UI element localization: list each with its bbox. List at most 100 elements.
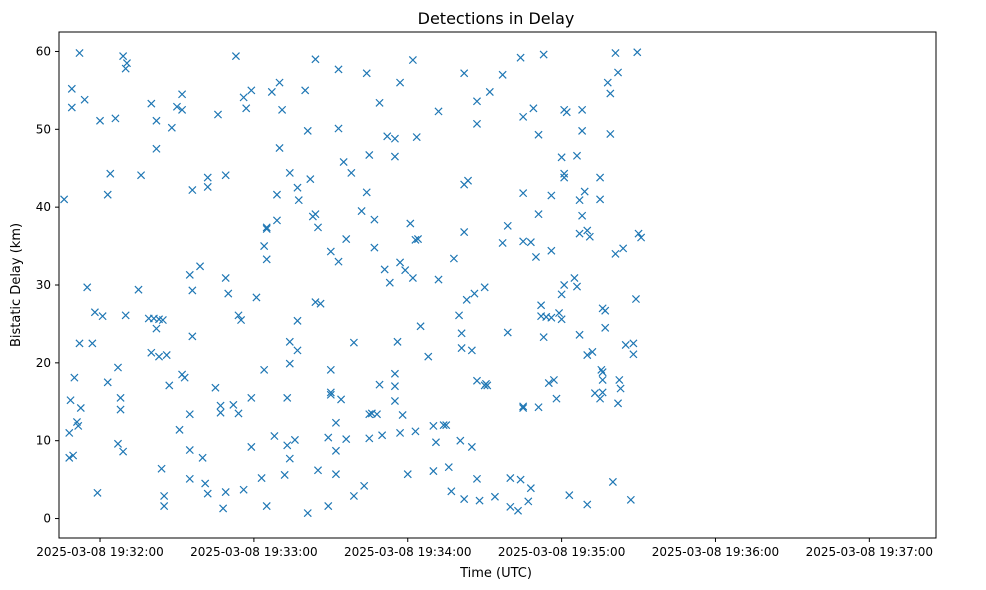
data-point xyxy=(357,207,366,216)
data-point xyxy=(293,346,302,355)
data-point xyxy=(439,421,448,430)
data-point xyxy=(580,187,589,196)
data-point xyxy=(539,50,548,59)
data-points xyxy=(60,48,646,518)
data-point xyxy=(519,189,528,198)
data-point xyxy=(629,350,638,359)
data-point xyxy=(160,491,169,500)
data-point xyxy=(557,315,566,324)
data-point xyxy=(408,273,417,283)
data-point xyxy=(216,408,225,417)
data-point xyxy=(278,105,287,114)
data-point xyxy=(252,293,261,302)
data-point xyxy=(575,330,584,339)
data-point xyxy=(634,229,643,238)
data-point xyxy=(121,311,130,320)
data-point xyxy=(385,278,394,287)
data-point xyxy=(326,388,335,397)
data-point xyxy=(275,143,284,153)
data-point xyxy=(196,262,205,271)
data-point xyxy=(134,285,143,294)
data-point xyxy=(257,474,266,483)
y-tick-label: 20 xyxy=(36,356,51,370)
data-point xyxy=(122,59,131,68)
data-point xyxy=(152,116,161,125)
data-point xyxy=(349,491,358,500)
data-point xyxy=(216,401,225,410)
data-point xyxy=(237,316,246,325)
data-point xyxy=(534,130,543,139)
data-point xyxy=(365,410,374,419)
data-point xyxy=(342,435,351,444)
data-point xyxy=(390,369,399,378)
y-tick-label: 10 xyxy=(36,434,51,448)
data-point xyxy=(260,365,269,374)
data-point xyxy=(631,294,640,304)
data-point xyxy=(597,365,606,374)
data-point xyxy=(331,470,340,479)
data-point xyxy=(213,110,223,119)
data-point xyxy=(598,375,607,384)
data-point xyxy=(467,346,476,355)
data-point xyxy=(160,502,169,511)
data-point xyxy=(560,280,569,290)
data-point xyxy=(326,247,335,256)
data-point xyxy=(116,393,125,402)
data-point xyxy=(516,475,525,484)
data-point xyxy=(290,435,299,444)
data-point xyxy=(456,436,465,445)
data-point xyxy=(531,252,540,261)
data-point xyxy=(424,352,433,361)
data-point xyxy=(147,348,156,357)
data-point xyxy=(547,313,556,322)
data-point xyxy=(383,132,392,141)
data-point xyxy=(113,439,123,448)
data-point xyxy=(69,451,78,460)
data-point xyxy=(516,53,525,62)
data-point xyxy=(557,290,566,299)
data-point xyxy=(234,409,243,418)
y-tick-label: 0 xyxy=(43,512,51,526)
data-point xyxy=(175,425,184,434)
data-point xyxy=(519,403,528,413)
data-point xyxy=(362,69,371,78)
data-point xyxy=(396,258,405,267)
data-point xyxy=(185,474,194,483)
data-point xyxy=(457,329,466,338)
y-axis-label: Bistatic Delay (km) xyxy=(9,223,24,347)
data-point xyxy=(633,48,642,57)
data-point xyxy=(378,431,387,440)
data-point xyxy=(313,466,323,475)
data-point xyxy=(413,235,423,244)
data-point xyxy=(396,78,405,87)
data-point xyxy=(188,286,197,295)
data-point xyxy=(365,150,374,160)
data-point xyxy=(412,133,421,142)
chart-title: Detections in Delay xyxy=(418,9,575,28)
x-axis-label: Time (UTC) xyxy=(459,566,532,581)
data-point xyxy=(519,402,528,411)
data-point xyxy=(326,390,335,399)
x-axis: 2025-03-08 19:32:00 2025-03-08 19:33:00 20… xyxy=(36,538,933,559)
data-point xyxy=(460,495,469,504)
data-point xyxy=(434,275,443,284)
data-point xyxy=(429,421,438,430)
data-point xyxy=(285,454,294,463)
data-point xyxy=(608,477,617,486)
data-point xyxy=(555,309,564,318)
data-point xyxy=(562,108,571,117)
x-tick-label: 2025-03-08 19:33:00 xyxy=(190,545,317,559)
x-tick-label: 2025-03-08 19:37:00 xyxy=(806,545,933,559)
data-point xyxy=(462,295,471,304)
data-point xyxy=(447,487,456,496)
data-point xyxy=(303,126,312,135)
data-point xyxy=(311,55,320,64)
data-point xyxy=(403,470,412,479)
data-point xyxy=(203,489,212,498)
data-point xyxy=(137,171,146,180)
data-point xyxy=(575,196,584,205)
data-point xyxy=(337,395,346,404)
data-point xyxy=(547,191,556,200)
data-point xyxy=(578,126,587,135)
data-point xyxy=(472,376,482,385)
